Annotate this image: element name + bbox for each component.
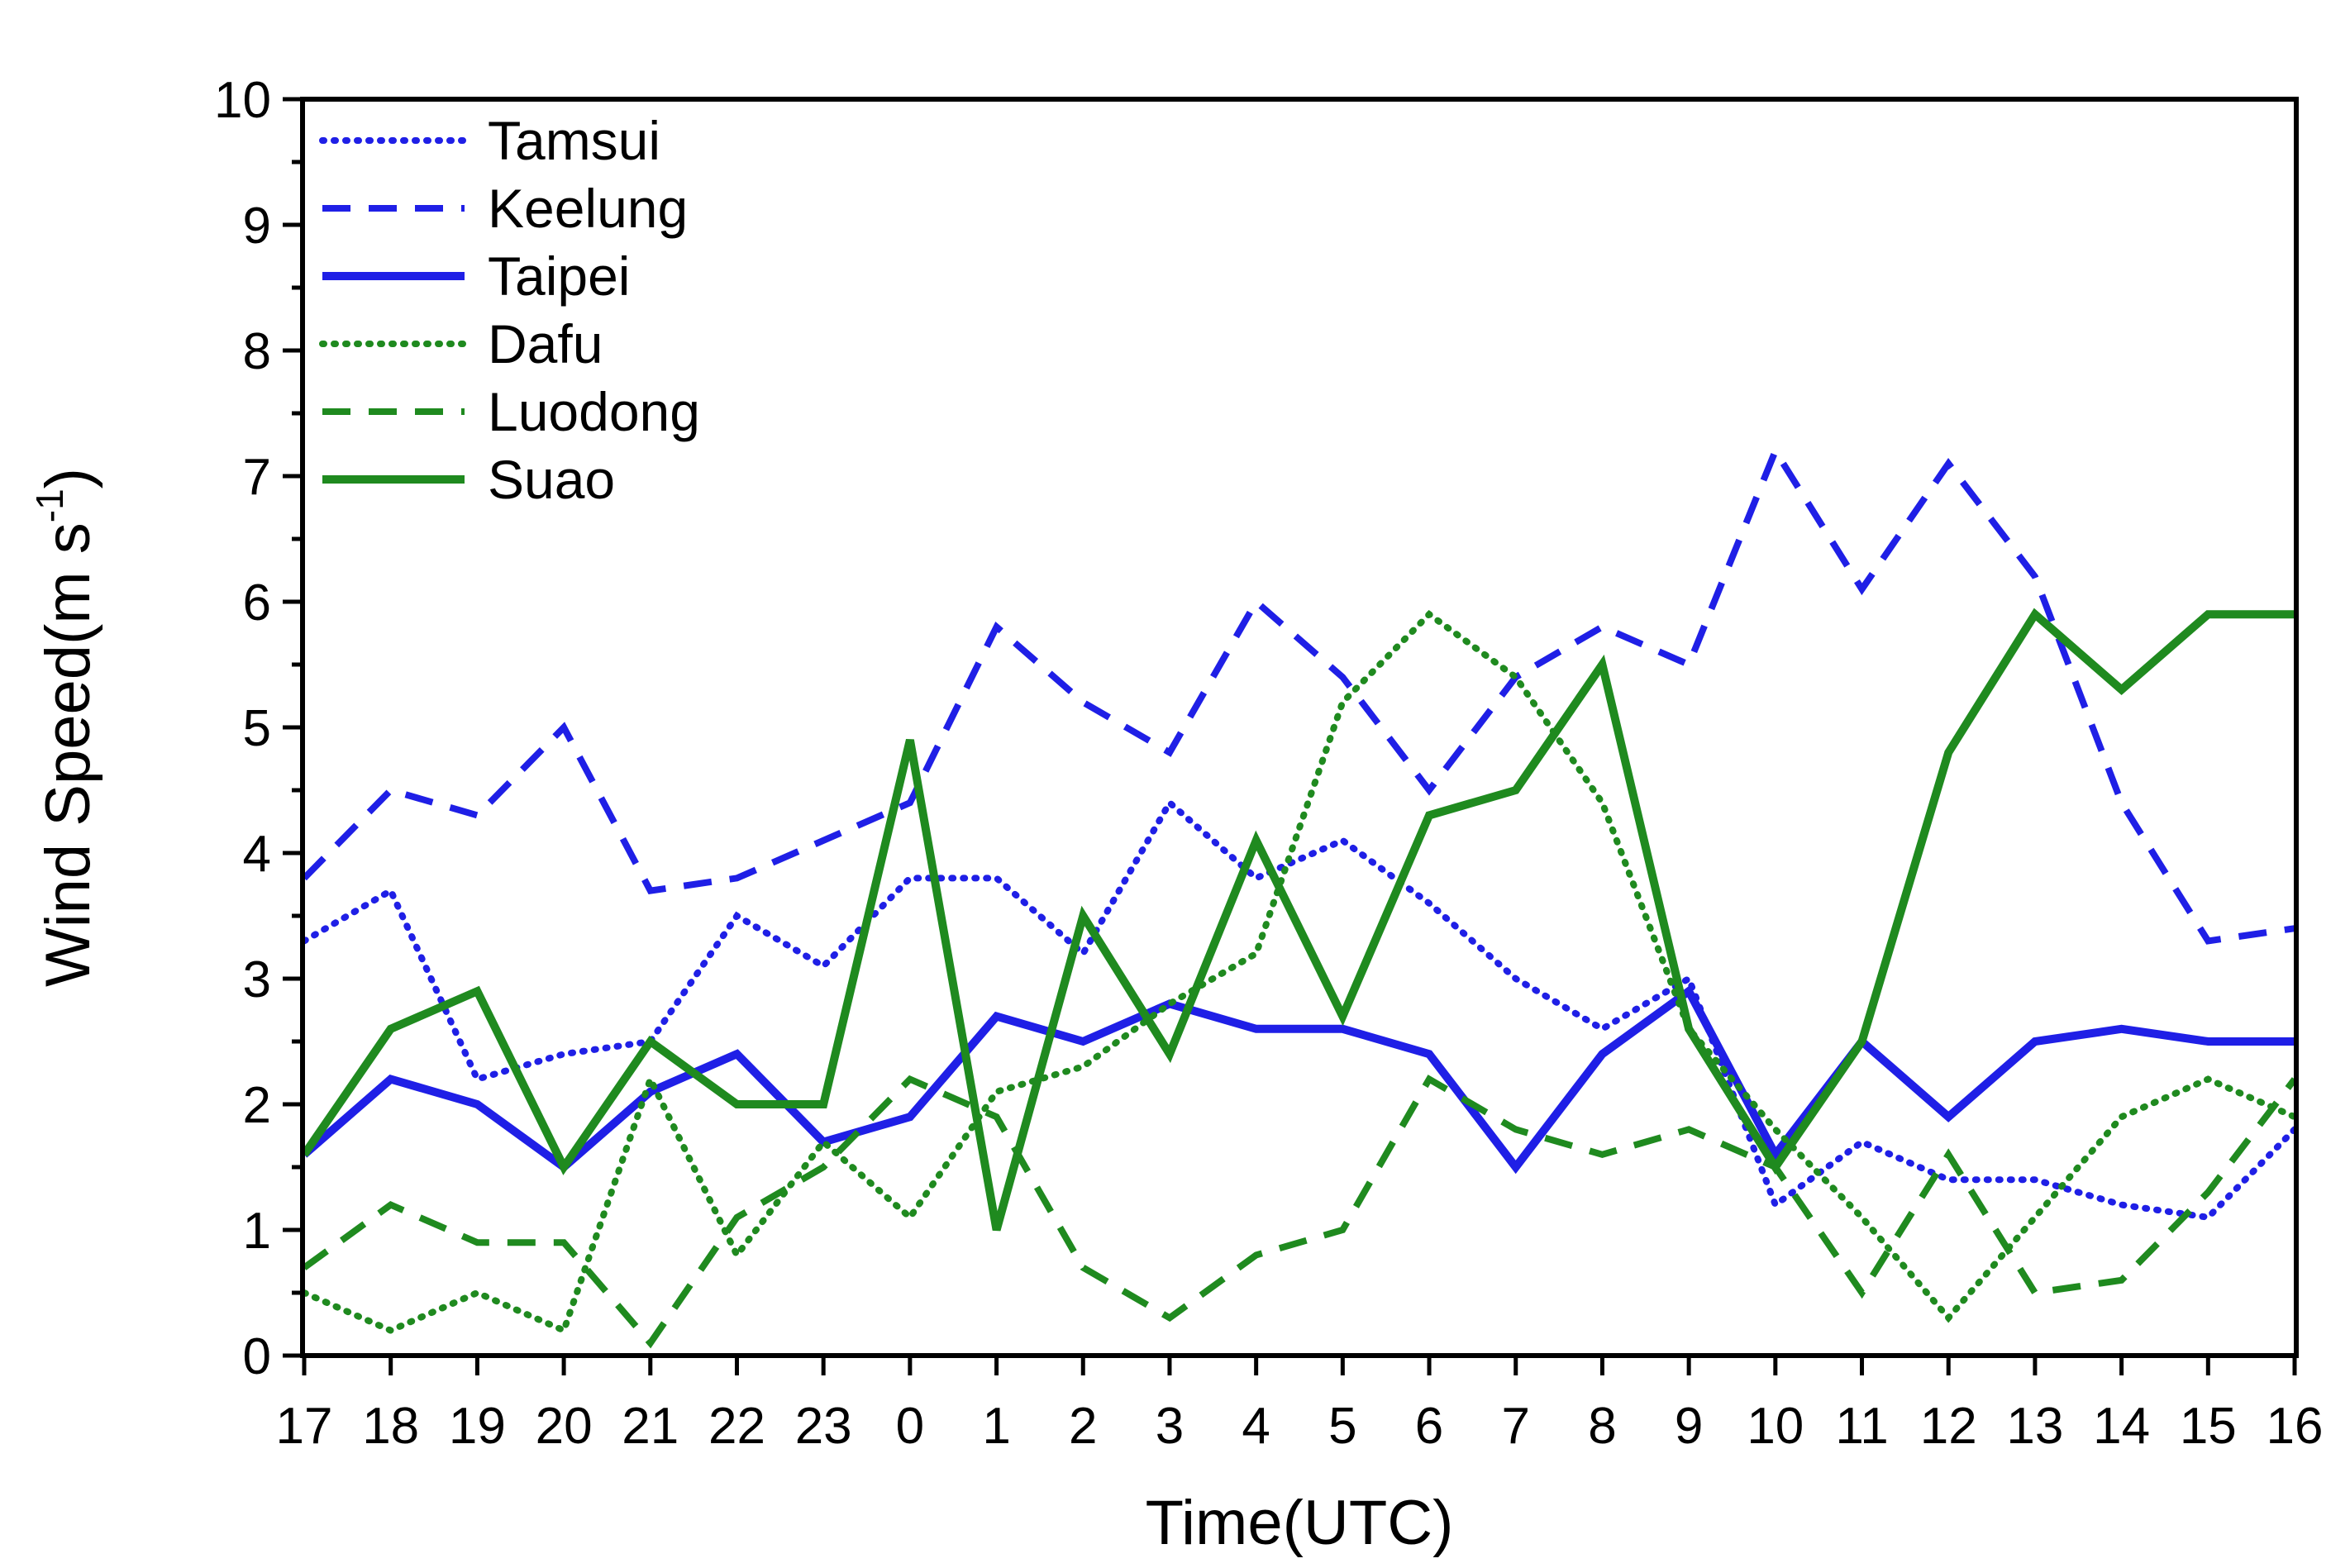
x-tick-label: 22: [708, 1398, 765, 1455]
y-tick-label: 4: [243, 826, 271, 883]
series-line-keelung: [302, 443, 2295, 945]
x-tick-label: 7: [1501, 1398, 1529, 1455]
x-tick-label: 12: [1920, 1398, 1977, 1455]
x-tick-label: 16: [2267, 1398, 2324, 1455]
x-axis-title: Time(UTC): [1146, 1488, 1454, 1558]
y-tick-label: 5: [243, 700, 271, 757]
x-tick-label: 4: [1242, 1398, 1270, 1455]
y-tick-label: 0: [243, 1328, 271, 1385]
x-tick-label: 5: [1328, 1398, 1356, 1455]
x-tick-label: 1: [982, 1398, 1010, 1455]
series-line-taipei: [301, 984, 2295, 1175]
series-line-suao: [300, 608, 2295, 1232]
x-tick-label: 9: [1675, 1398, 1703, 1455]
x-tick-label: 6: [1415, 1398, 1443, 1455]
x-tick-label: 21: [622, 1398, 679, 1455]
x-tick-label: 23: [795, 1398, 852, 1455]
y-tick-label: 1: [243, 1203, 271, 1260]
series-line-tamsui: [301, 797, 2298, 1222]
plot-frame: [300, 97, 2299, 1358]
x-tick-label: 13: [2006, 1398, 2063, 1455]
series-layer: [300, 443, 2298, 1349]
legend-label-taipei: Taipei: [488, 245, 630, 307]
y-tick-label: 3: [243, 951, 271, 1008]
y-tick-label: 7: [243, 449, 271, 506]
x-tick-label: 2: [1069, 1398, 1097, 1455]
x-tick-label: 11: [1835, 1398, 1888, 1455]
y-axis-title: Wind Speed(m s-1): [28, 468, 103, 987]
x-tick-label: 15: [2180, 1398, 2237, 1455]
x-tick-label: 14: [2093, 1398, 2150, 1455]
series-line-luodong: [302, 1075, 2298, 1349]
x-tick-label: 0: [896, 1398, 924, 1455]
x-tick-label: 3: [1156, 1398, 1184, 1455]
legend-label-dafu: Dafu: [488, 313, 603, 374]
y-tick-label: 9: [243, 198, 271, 255]
x-tick-label: 20: [536, 1398, 593, 1455]
x-tick-label: 8: [1588, 1398, 1616, 1455]
x-tick-label: 17: [276, 1398, 333, 1455]
legend-label-keelung: Keelung: [488, 178, 688, 239]
y-tick-label: 10: [214, 72, 271, 129]
y-tick-label: 8: [243, 323, 271, 380]
x-tick-label: 10: [1747, 1398, 1804, 1455]
legend-label-suao: Suao: [488, 449, 615, 510]
y-tick-label: 2: [243, 1077, 271, 1134]
x-tick-label: 19: [449, 1398, 506, 1455]
legend-label-luodong: Luodong: [488, 381, 700, 442]
y-tick-label: 6: [243, 574, 271, 631]
x-tick-label: 18: [362, 1398, 419, 1455]
legend-label-tamsui: Tamsui: [488, 110, 660, 171]
series-line-dafu: [301, 609, 2298, 1335]
